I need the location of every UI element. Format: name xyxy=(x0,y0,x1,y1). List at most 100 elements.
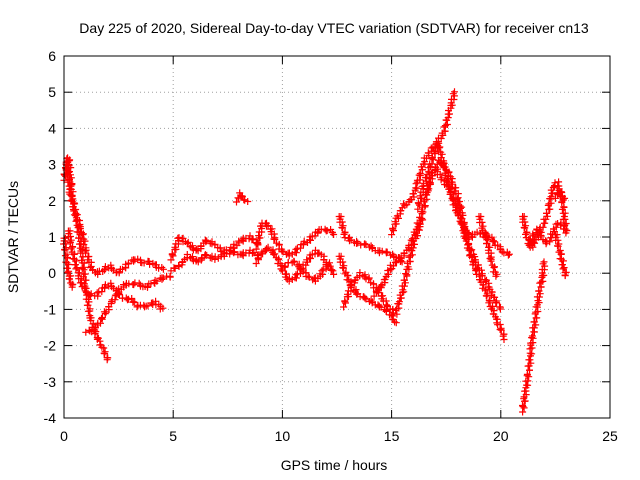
data-point xyxy=(443,182,451,190)
data-point xyxy=(528,334,536,342)
data-point xyxy=(85,298,93,306)
data-point xyxy=(409,190,417,198)
series-track-e xyxy=(60,234,77,291)
data-point xyxy=(216,244,224,252)
data-point xyxy=(389,306,397,314)
data-point xyxy=(487,257,495,265)
series-track-n xyxy=(340,215,427,318)
data-point xyxy=(443,121,451,128)
data-point xyxy=(184,238,192,246)
data-point xyxy=(450,196,458,204)
data-point xyxy=(414,205,422,213)
data-point xyxy=(493,319,501,327)
series-track-s xyxy=(431,165,504,313)
data-point xyxy=(485,299,493,307)
plot-frame xyxy=(63,55,611,419)
data-point xyxy=(546,238,554,246)
data-point xyxy=(326,262,334,270)
data-point xyxy=(167,256,175,264)
data-point xyxy=(79,231,87,239)
data-point xyxy=(70,199,78,207)
series-track-i xyxy=(252,219,338,260)
series-track-m xyxy=(335,252,400,327)
data-point xyxy=(438,150,446,158)
data-point xyxy=(488,233,496,241)
data-point xyxy=(474,261,482,269)
data-point xyxy=(329,267,337,275)
data-point xyxy=(323,227,331,235)
data-point xyxy=(535,287,543,295)
data-point xyxy=(330,231,338,238)
series-track-l xyxy=(335,213,406,266)
data-point xyxy=(416,170,424,177)
data-point xyxy=(492,272,500,280)
data-point xyxy=(159,304,167,312)
y-tick-label: 6 xyxy=(48,48,56,64)
data-point xyxy=(530,318,538,326)
data-point xyxy=(521,387,529,395)
data-point xyxy=(140,259,148,267)
data-point xyxy=(561,272,569,280)
data-point xyxy=(70,207,78,215)
data-point xyxy=(304,272,312,280)
data-point xyxy=(416,214,424,221)
data-point xyxy=(361,240,369,248)
data-point xyxy=(547,193,555,201)
data-point xyxy=(557,221,565,229)
data-point xyxy=(111,291,119,299)
data-point xyxy=(131,298,139,306)
data-point xyxy=(388,231,396,239)
series-track-b xyxy=(62,158,167,278)
data-point xyxy=(373,287,381,295)
data-point xyxy=(64,178,72,186)
data-point xyxy=(183,240,191,248)
data-point xyxy=(183,251,191,258)
data-point xyxy=(400,282,408,290)
data-point xyxy=(244,198,252,205)
data-point xyxy=(407,236,415,244)
data-point xyxy=(68,283,76,291)
data-point xyxy=(535,293,543,301)
data-point xyxy=(76,225,84,233)
data-point xyxy=(383,249,390,257)
data-point xyxy=(412,180,420,188)
data-point xyxy=(463,235,471,243)
data-point xyxy=(542,215,550,223)
series-track-k xyxy=(278,257,333,285)
data-point xyxy=(302,261,310,269)
data-point xyxy=(464,241,472,249)
data-point xyxy=(318,267,326,275)
data-point xyxy=(484,236,492,243)
data-point xyxy=(76,279,84,287)
data-point xyxy=(428,154,436,162)
data-point xyxy=(491,238,498,246)
data-point xyxy=(130,281,138,289)
data-point xyxy=(533,225,541,233)
data-point xyxy=(125,295,132,303)
data-point xyxy=(87,263,95,270)
data-point xyxy=(159,265,167,273)
data-point xyxy=(404,263,412,271)
data-point xyxy=(203,237,211,245)
data-point xyxy=(414,223,422,231)
data-point xyxy=(281,262,289,270)
data-point xyxy=(201,236,209,244)
data-point xyxy=(533,314,541,322)
y-tick-label: -4 xyxy=(44,410,57,426)
data-point xyxy=(561,209,569,217)
data-point xyxy=(341,297,349,305)
data-point xyxy=(81,287,89,295)
series-track-u xyxy=(519,258,549,416)
y-tick-label: 5 xyxy=(48,84,56,100)
data-point xyxy=(500,336,508,343)
data-point xyxy=(521,224,529,232)
data-point xyxy=(263,222,270,230)
x-tick-label: 10 xyxy=(275,428,291,444)
data-point xyxy=(168,250,176,258)
data-point xyxy=(377,282,385,290)
data-point xyxy=(98,314,106,321)
data-point xyxy=(402,270,410,278)
y-tick-label: 4 xyxy=(48,120,56,136)
data-point xyxy=(437,135,445,142)
